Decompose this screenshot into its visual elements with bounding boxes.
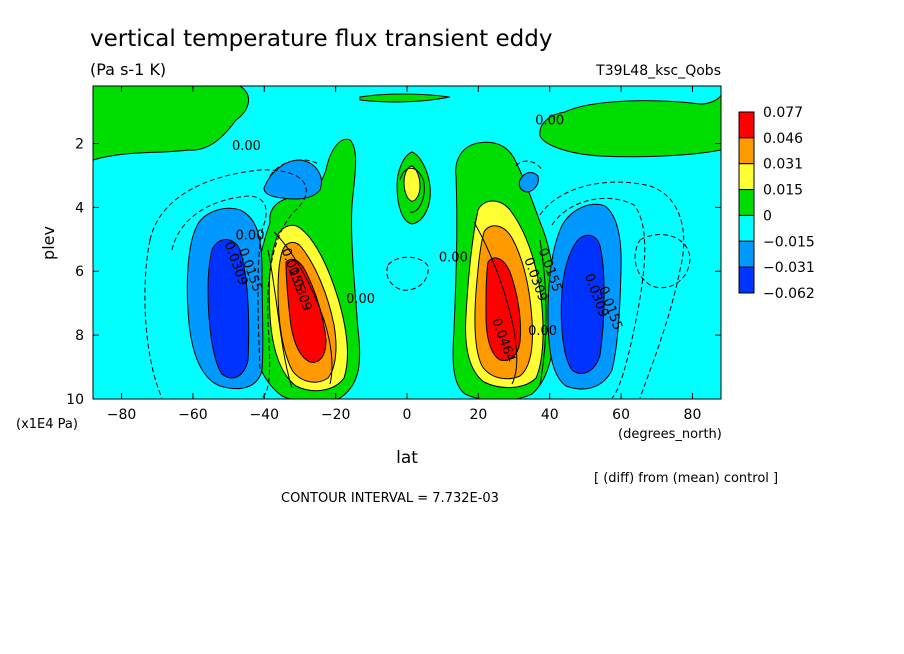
x-axis-label: lat [396,448,418,468]
top-right-positive-region [539,93,721,158]
x-tick-label: −40 [249,407,279,423]
north-jet-contour-1 [473,221,518,385]
y-tick-label: 2 [75,136,84,152]
south-dashed-mid [171,195,267,371]
y-axis-units: (x1E4 Pa) [16,417,78,432]
chart-title: vertical temperature flux transient eddy [90,26,552,52]
negative-region-layer [186,159,622,390]
contour-value-label: 0.00 [528,324,557,339]
colorbar-label: 0.077 [763,105,803,121]
colorbar-swatch [738,111,755,139]
y-tick-label: 8 [75,328,84,344]
upper-dashed-north [515,160,543,171]
south-jet-contour-2 [267,249,293,389]
contour-value-label: 0.00 [236,228,265,243]
x-tick-label: 40 [541,407,559,423]
north-dashed-mid [551,197,646,399]
dashed-contour-layer [144,159,691,399]
warm-core-layer [268,165,544,392]
upper-north-negative-patch [518,172,539,193]
y-axis: 2 4 6 8 10 [66,136,721,408]
north-far-dashed-loop [634,234,691,289]
equatorial-dashed-loop [386,256,429,291]
contour-value-label: 0.00 [346,292,375,307]
x-axis: −80 −60 −40 −20 0 20 40 60 80 [107,86,702,423]
equatorial-yellow-core [403,165,421,202]
run-id: T39L48_ksc_Qobs [595,63,721,79]
colorbar-swatch [738,189,755,216]
north-jet-contour-2 [539,239,547,386]
x-tick-label: 60 [612,407,630,423]
colorbar: 0.077 0.046 0.031 0.015 0 −0.015 −0.031 −0.062 [738,105,815,302]
x-tick-label: −60 [178,407,208,423]
colorbar-label: 0.046 [763,131,803,147]
colorbar-label: 0 [763,208,772,224]
colorbar-label: −0.062 [763,286,815,302]
x-tick-label: −80 [107,407,137,423]
chart-units: (Pa s-1 K) [90,60,166,79]
south-jet-red [285,258,327,363]
colorbar-label: 0.015 [763,183,803,199]
contour-value-label: 0.00 [535,113,564,128]
y-axis-label: plev [39,226,58,260]
colorbar-swatch [738,163,755,191]
equatorial-contour [399,167,425,213]
solid-contour-layer [267,167,547,389]
y-tick-label: 10 [66,392,84,408]
x-tick-label: 20 [469,407,487,423]
y-tick-label: 6 [75,264,84,280]
upper-dashed-south [269,159,321,177]
south-minimum-core [207,239,250,379]
north-jet-red [485,257,521,361]
colorbar-label: 0.031 [763,157,803,173]
south-dashed-outer [144,169,307,399]
colorbar-label: −0.015 [763,234,815,250]
x-axis-units: (degrees_north) [618,427,722,442]
north-dashed-outer [539,181,685,399]
x-tick-label: 80 [684,407,702,423]
colorbar-swatch [738,240,755,268]
colorbar-swatch [738,214,755,242]
colorbar-label: −0.031 [763,260,815,276]
diff-note: [ (diff) from (mean) control ] [594,471,778,486]
north-minimum-core [560,234,605,374]
contour-value-label: 0.00 [232,139,261,154]
south-jet-contour-1 [273,231,333,385]
y-tick-label: 4 [75,200,84,216]
colorbar-swatch [738,266,755,294]
x-tick-label: −20 [321,407,351,423]
top-left-positive-region [93,86,249,161]
top-thin-strip [359,93,451,103]
contour-interval-note: CONTOUR INTERVAL = 7.732E-03 [281,491,499,506]
contour-value-label: 0.00 [439,251,468,266]
x-tick-label: 0 [403,407,412,423]
plot-area: 0.000.000.000.000.000.000.01550.03090.03… [93,86,721,399]
colorbar-swatch [738,137,755,165]
upper-south-negative-patch [263,159,322,200]
